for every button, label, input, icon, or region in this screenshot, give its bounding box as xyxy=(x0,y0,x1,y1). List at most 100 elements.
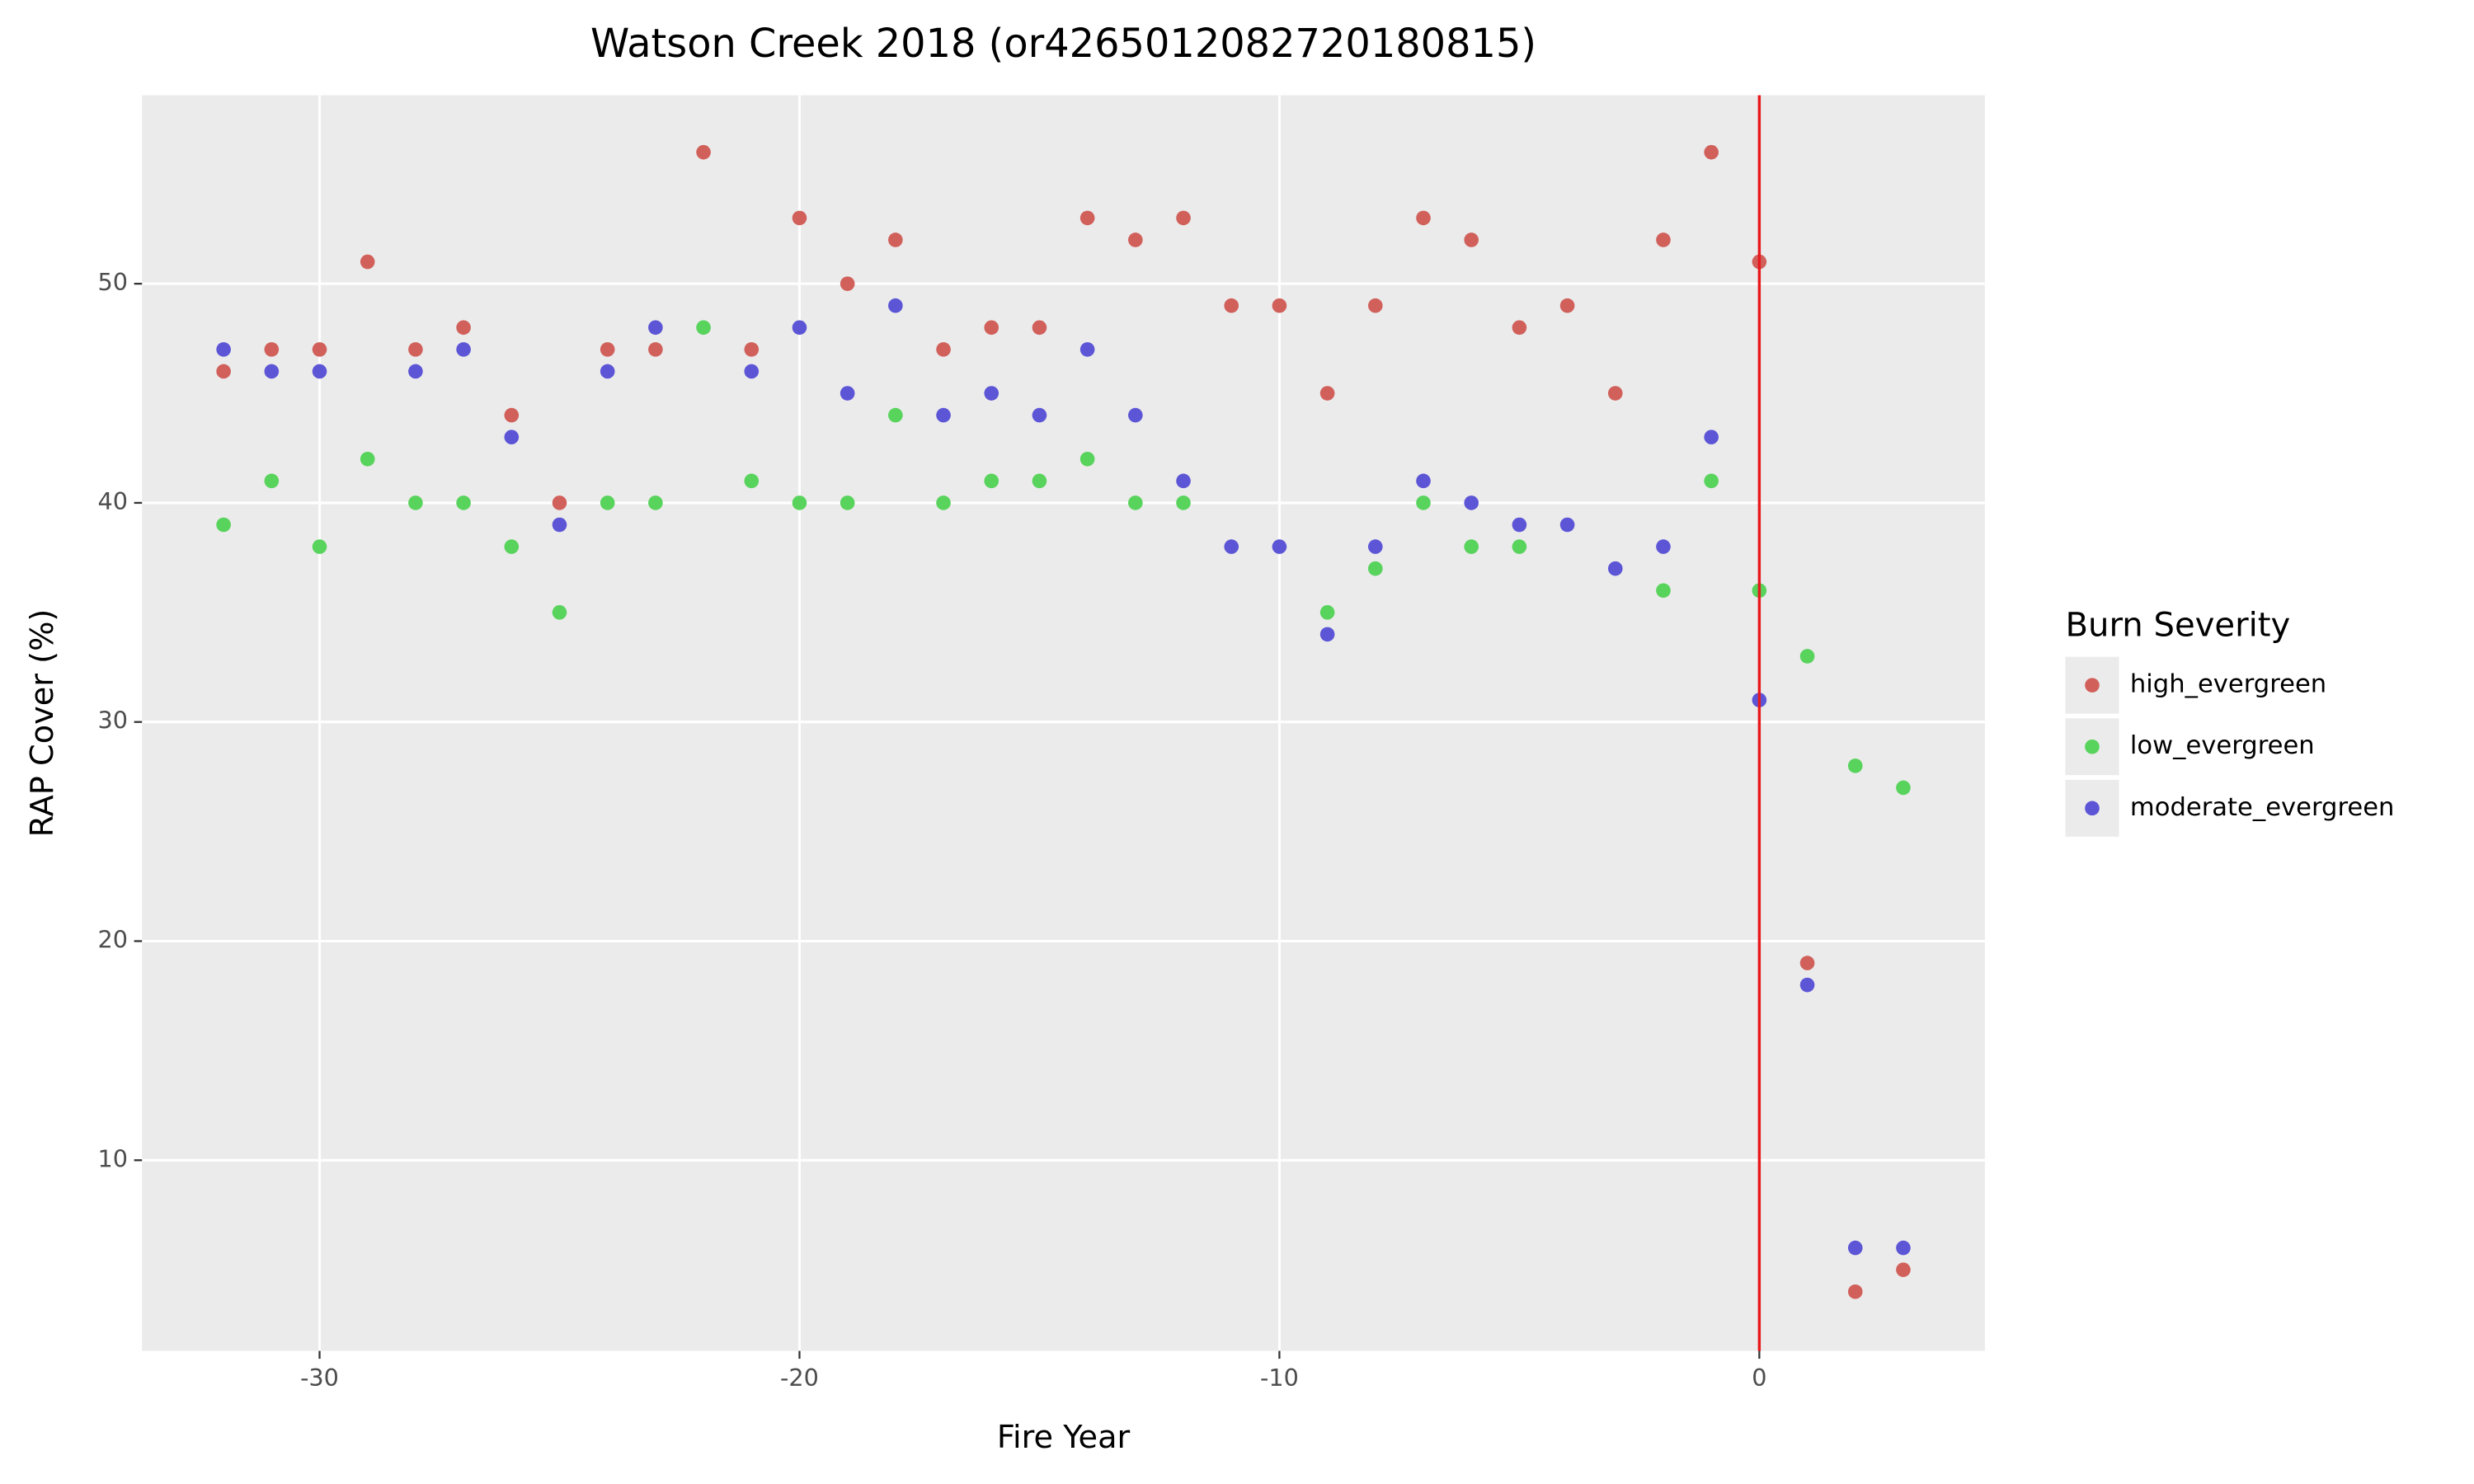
point xyxy=(1079,210,1095,226)
x-tick-label: -20 xyxy=(780,1364,819,1392)
point xyxy=(984,386,999,401)
x-tick-label: -10 xyxy=(1260,1364,1299,1392)
point xyxy=(504,407,520,423)
point xyxy=(648,320,663,336)
legend-marker xyxy=(2085,801,2100,816)
point xyxy=(1416,210,1431,226)
point xyxy=(1512,539,1527,554)
point xyxy=(1464,539,1479,554)
point xyxy=(408,364,423,379)
point xyxy=(936,342,951,357)
point xyxy=(936,407,951,423)
point xyxy=(1896,1240,1911,1256)
point xyxy=(1224,298,1239,313)
point xyxy=(600,495,615,510)
chart-title: Watson Creek 2018 (or4265012082720180815… xyxy=(590,21,1536,67)
point xyxy=(1896,780,1911,796)
point xyxy=(216,342,231,357)
point xyxy=(696,144,711,160)
point xyxy=(456,320,471,336)
legend-label: low_evergreen xyxy=(2130,731,2315,760)
legend-label: moderate_evergreen xyxy=(2130,793,2395,822)
point xyxy=(552,605,567,620)
point xyxy=(312,539,327,554)
point xyxy=(1799,977,1815,993)
point xyxy=(840,386,855,401)
point xyxy=(216,517,231,533)
point xyxy=(1079,342,1095,357)
point xyxy=(744,364,760,379)
point xyxy=(1704,144,1719,160)
point xyxy=(936,495,951,510)
point xyxy=(408,495,423,510)
point xyxy=(1368,561,1383,576)
point xyxy=(1847,758,1863,773)
point xyxy=(1319,627,1335,642)
point xyxy=(552,495,567,510)
point xyxy=(600,364,615,379)
point xyxy=(744,473,760,489)
point xyxy=(216,364,231,379)
point xyxy=(744,342,760,357)
legend-marker xyxy=(2085,678,2100,693)
point xyxy=(1607,561,1623,576)
point xyxy=(1368,298,1383,313)
point xyxy=(360,451,375,467)
point xyxy=(1847,1284,1863,1299)
legend-label: high_evergreen xyxy=(2130,670,2326,699)
point xyxy=(1896,1262,1911,1277)
point xyxy=(1799,956,1815,970)
point xyxy=(1704,473,1719,489)
point xyxy=(648,495,663,510)
point xyxy=(1368,539,1383,554)
point xyxy=(792,495,807,510)
point xyxy=(1128,232,1143,247)
point xyxy=(1032,473,1047,489)
point xyxy=(264,342,280,357)
point xyxy=(1656,232,1671,247)
legend-marker xyxy=(2085,739,2100,754)
point xyxy=(792,320,807,336)
point xyxy=(1416,473,1431,489)
point xyxy=(1319,605,1335,620)
point xyxy=(984,320,999,336)
point xyxy=(1272,539,1287,554)
y-tick-label: 50 xyxy=(97,268,128,296)
y-tick-label: 10 xyxy=(97,1144,128,1172)
point xyxy=(504,539,520,554)
point xyxy=(888,407,903,423)
point xyxy=(264,473,280,489)
x-tick-label: -30 xyxy=(300,1364,339,1392)
point xyxy=(1464,232,1479,247)
point xyxy=(1416,495,1431,510)
point xyxy=(1512,320,1527,336)
point xyxy=(888,298,903,313)
point xyxy=(1128,495,1143,510)
legend-title: Burn Severity xyxy=(2065,606,2290,644)
point xyxy=(600,342,615,357)
y-tick-label: 20 xyxy=(97,925,128,953)
point xyxy=(1559,298,1575,313)
point xyxy=(552,517,567,533)
point xyxy=(840,276,855,291)
point xyxy=(1607,386,1623,401)
point xyxy=(1656,583,1671,599)
point xyxy=(984,473,999,489)
point xyxy=(648,342,663,357)
point xyxy=(1847,1240,1863,1256)
point xyxy=(792,210,807,226)
y-tick-label: 30 xyxy=(97,707,128,735)
point xyxy=(408,342,423,357)
point xyxy=(1224,539,1239,554)
point xyxy=(456,342,471,357)
point xyxy=(312,342,327,357)
point xyxy=(1176,495,1191,510)
point xyxy=(360,254,375,270)
point xyxy=(264,364,280,379)
point xyxy=(504,430,520,444)
point xyxy=(1032,407,1047,423)
point xyxy=(840,495,855,510)
point xyxy=(1272,298,1287,313)
point xyxy=(1176,473,1191,489)
